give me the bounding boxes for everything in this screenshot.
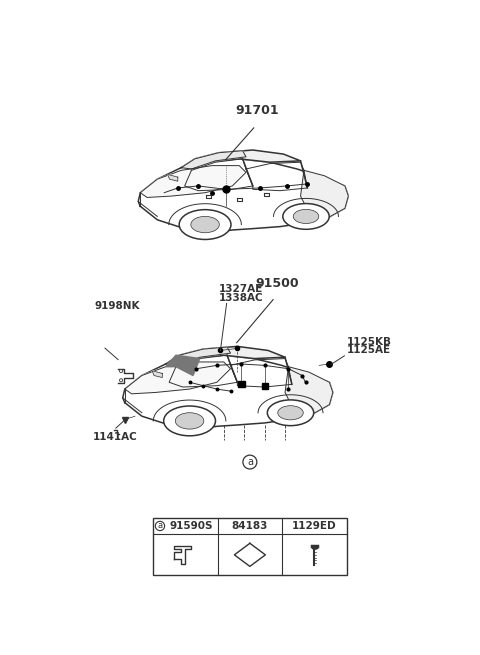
Polygon shape xyxy=(140,166,246,197)
Text: 9198NK: 9198NK xyxy=(95,301,140,311)
Circle shape xyxy=(120,369,122,373)
Ellipse shape xyxy=(164,406,216,436)
Text: a: a xyxy=(247,457,253,467)
Text: 1141AC: 1141AC xyxy=(93,432,137,442)
Ellipse shape xyxy=(283,204,329,229)
Circle shape xyxy=(156,521,165,531)
Bar xyxy=(262,383,268,389)
Polygon shape xyxy=(166,355,200,375)
Text: 1338AC: 1338AC xyxy=(219,293,264,303)
Text: 84183: 84183 xyxy=(232,521,268,531)
Polygon shape xyxy=(168,174,178,181)
Text: 1125KB: 1125KB xyxy=(347,337,392,346)
Ellipse shape xyxy=(293,210,319,223)
Text: 1327AE: 1327AE xyxy=(219,284,263,294)
Ellipse shape xyxy=(267,400,314,426)
Polygon shape xyxy=(152,371,162,377)
Text: 91701: 91701 xyxy=(236,104,279,117)
Bar xyxy=(238,381,245,387)
Text: a: a xyxy=(157,521,163,531)
Ellipse shape xyxy=(278,405,303,420)
Text: 1129ED: 1129ED xyxy=(292,521,337,531)
Ellipse shape xyxy=(175,413,204,429)
Polygon shape xyxy=(181,151,246,169)
Text: 91500: 91500 xyxy=(255,277,299,290)
Polygon shape xyxy=(138,159,348,233)
Polygon shape xyxy=(300,170,348,217)
Polygon shape xyxy=(123,355,333,430)
Bar xyxy=(153,517,347,575)
Polygon shape xyxy=(166,346,285,364)
Polygon shape xyxy=(125,362,230,394)
Ellipse shape xyxy=(191,216,219,233)
Ellipse shape xyxy=(179,210,231,240)
Circle shape xyxy=(120,379,122,382)
Circle shape xyxy=(243,455,257,469)
Polygon shape xyxy=(285,367,333,414)
Text: 1125AE: 1125AE xyxy=(347,345,391,355)
Polygon shape xyxy=(166,347,230,365)
Text: 91590S: 91590S xyxy=(170,521,214,531)
Polygon shape xyxy=(181,150,300,168)
